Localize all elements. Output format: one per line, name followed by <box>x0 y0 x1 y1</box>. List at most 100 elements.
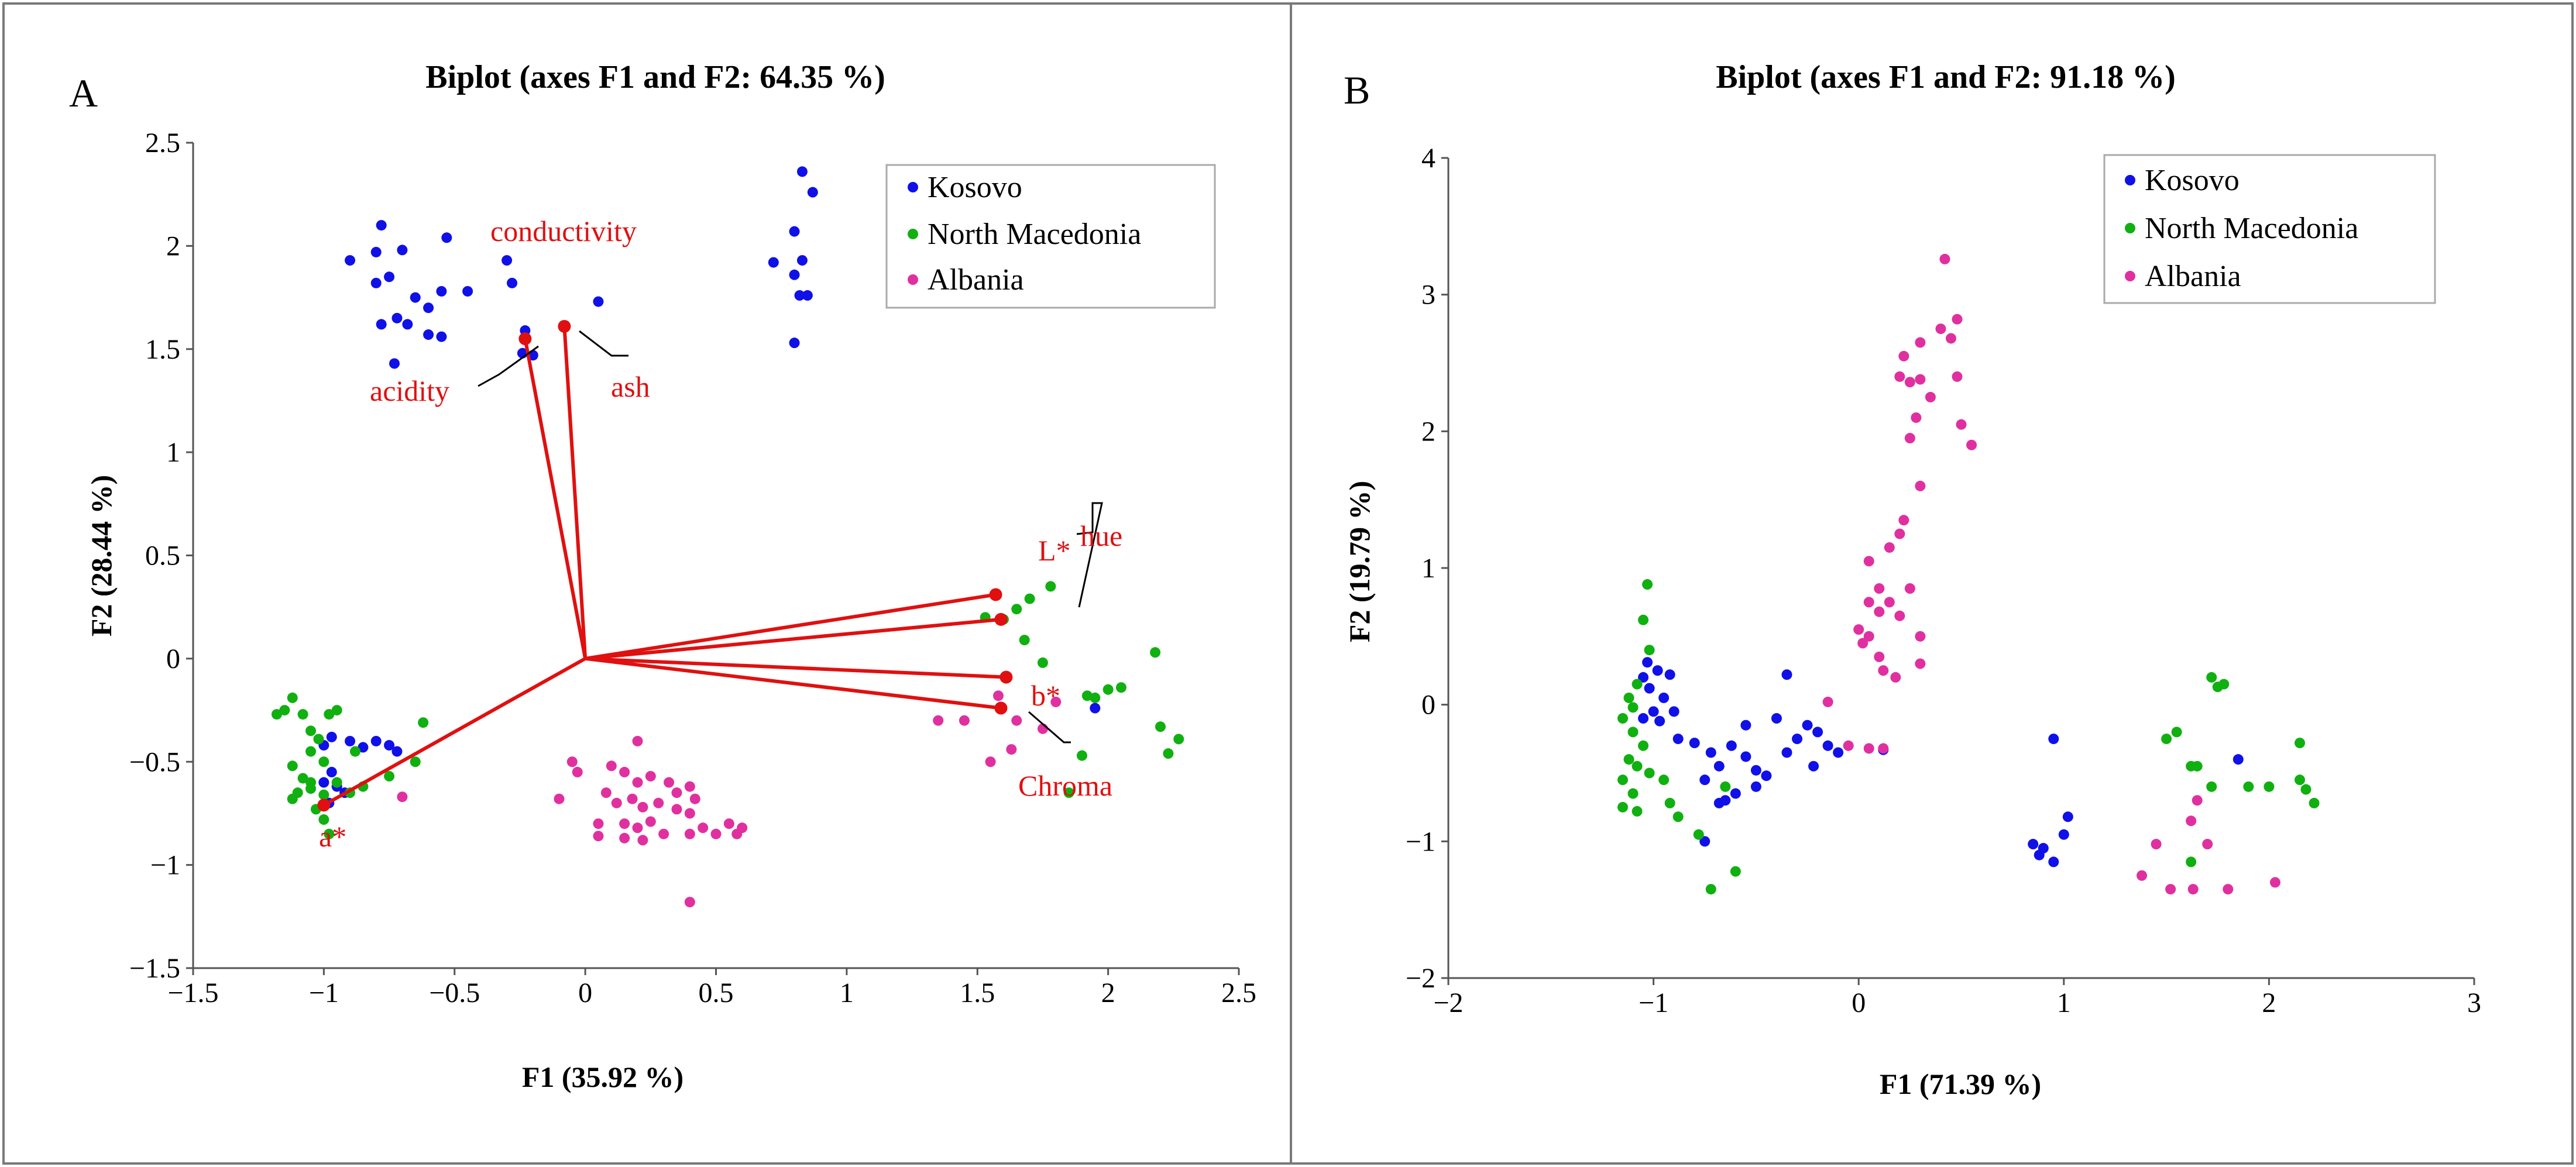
vector-hue <box>585 617 1001 660</box>
north-macedonia-point <box>1115 682 1126 693</box>
legend-a-north-macedonia-marker <box>908 229 918 239</box>
albania-point <box>593 831 604 842</box>
albania-point <box>959 715 970 726</box>
albania-point <box>1898 515 1909 526</box>
kosovo-point <box>376 220 387 231</box>
kosovo-point <box>768 257 779 268</box>
north-macedonia-point <box>287 760 298 772</box>
kosovo-point <box>1812 727 1823 738</box>
y-tick-label: 1.5 <box>145 334 180 365</box>
kosovo-point <box>384 740 395 751</box>
north-macedonia-point <box>2186 856 2197 867</box>
north-macedonia-point <box>2192 760 2203 772</box>
albania-point <box>737 822 748 834</box>
north-macedonia-point <box>2171 727 2182 738</box>
panel-b-legend: Kosovo North Macedonia Albania <box>2103 154 2436 304</box>
north-macedonia-point <box>1076 750 1087 761</box>
panel-b: B Biplot (axes F1 and F2: 91.18 %) F1 (7… <box>1343 59 2481 1100</box>
north-macedonia-point <box>1644 767 1655 779</box>
panel-b-xlabel: F1 (71.39 %) <box>1880 1068 2041 1100</box>
albania-point <box>1874 606 1885 617</box>
albania-point <box>1911 412 1922 423</box>
kosovo-point <box>789 226 800 237</box>
albania-point <box>1011 715 1022 726</box>
kosovo-point <box>1726 740 1737 751</box>
albania-point <box>619 766 630 777</box>
kosovo-point <box>370 735 382 746</box>
vector-a-star <box>322 657 586 807</box>
north-macedonia-point <box>2161 734 2172 745</box>
albania-point <box>684 781 695 792</box>
north-macedonia-point <box>305 725 317 736</box>
legend-b-albania-marker <box>2125 271 2135 281</box>
north-macedonia-point <box>305 746 317 757</box>
albania-point <box>1853 624 1864 635</box>
kosovo-point <box>1740 751 1751 762</box>
kosovo-point <box>1638 713 1649 724</box>
x-tick-label: 0.5 <box>699 977 734 1008</box>
albania-point <box>2151 839 2162 850</box>
north-macedonia-point <box>1627 702 1639 713</box>
kosovo-point <box>441 232 452 243</box>
panel-b-points <box>1617 253 2320 895</box>
albania-point <box>1863 743 1874 754</box>
albania-point <box>1894 610 1905 621</box>
albania-point <box>658 828 669 839</box>
kosovo-point <box>1654 715 1665 727</box>
albania-point <box>1894 528 1905 539</box>
kosovo-point <box>370 246 382 257</box>
north-macedonia-point <box>1024 593 1035 604</box>
kosovo-point <box>1761 770 1772 782</box>
vector-endpoint-conductivity <box>558 319 571 333</box>
panel-b-legend-box <box>2103 154 2436 304</box>
north-macedonia-point <box>324 709 335 720</box>
north-macedonia-point <box>1081 690 1093 701</box>
panel-a-legend-box <box>885 164 1216 309</box>
panel-b-ylabel: F2 (19.79 %) <box>1343 481 1376 642</box>
north-macedonia-point <box>349 746 360 757</box>
kosovo-point <box>802 290 813 301</box>
north-macedonia-point <box>1693 829 1704 840</box>
albania-point <box>671 787 682 798</box>
x-tick-label: 2 <box>1101 977 1115 1008</box>
north-macedonia-point <box>331 777 342 788</box>
kosovo-point <box>502 255 513 266</box>
panel-a-points <box>271 166 1184 908</box>
north-macedonia-point <box>331 705 342 716</box>
legend-a-albania-marker <box>908 274 918 285</box>
north-macedonia-point <box>1632 760 1643 772</box>
kosovo-point <box>397 245 408 256</box>
panel-a-vectors <box>317 319 1013 812</box>
y-tick-label: −2 <box>1406 963 1435 994</box>
x-tick-label: 1 <box>840 977 854 1008</box>
label-hue: hue <box>1080 519 1122 552</box>
label-b-star: b* <box>1031 679 1060 712</box>
kosovo-point <box>796 166 808 177</box>
albania-point <box>1904 377 1915 388</box>
albania-point <box>1925 391 1936 402</box>
kosovo-point <box>345 735 356 746</box>
kosovo-point <box>436 285 447 297</box>
x-tick-label: −1 <box>309 977 339 1008</box>
kosovo-point <box>1792 734 1803 745</box>
kosovo-point <box>1652 665 1663 676</box>
leader-hue <box>1076 502 1103 608</box>
kosovo-point <box>326 766 337 777</box>
y-tick-label: 2 <box>1421 416 1435 447</box>
legend-b-kosovo: Kosovo <box>2145 164 2240 197</box>
kosovo-point <box>1642 657 1653 668</box>
north-macedonia-point <box>318 814 329 825</box>
legend-b-kosovo-marker <box>2125 175 2135 185</box>
albania-point <box>645 816 656 827</box>
north-macedonia-point <box>1720 781 1731 792</box>
albania-point <box>1884 597 1895 608</box>
north-macedonia-point <box>1163 748 1174 759</box>
vector-endpoint-acidity <box>518 332 532 346</box>
vector-endpoint-l <box>989 588 1002 601</box>
albania-point <box>1939 253 1950 264</box>
north-macedonia-point <box>2212 681 2223 693</box>
legend-b-north-macedonia: North Macedonia <box>2145 212 2358 245</box>
north-macedonia-point <box>1037 657 1048 668</box>
y-tick-label: 2.5 <box>145 128 180 159</box>
north-macedonia-point <box>1617 713 1629 724</box>
